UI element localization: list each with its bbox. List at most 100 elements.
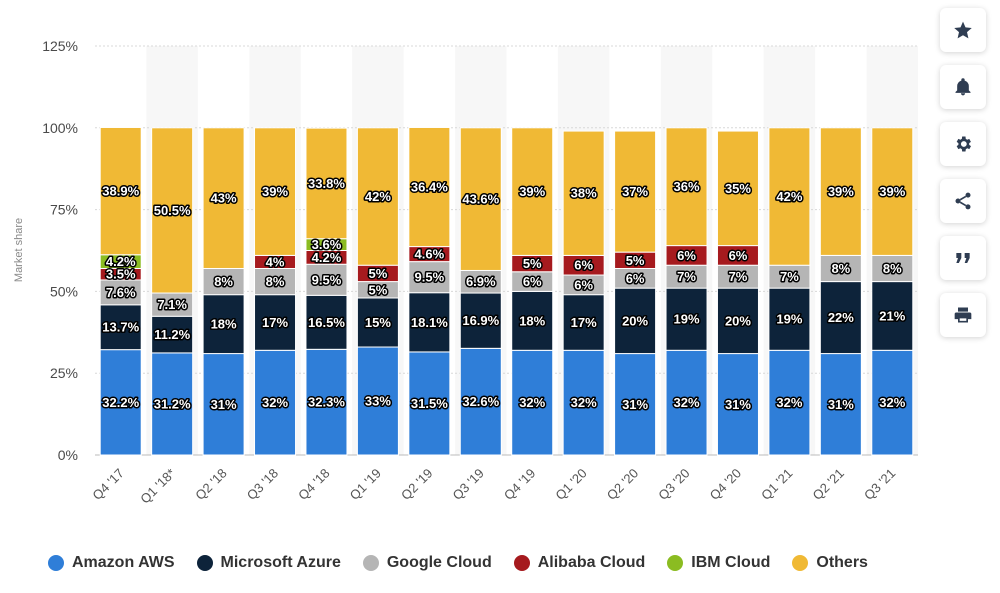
data-label: 33%	[365, 394, 391, 409]
bar-segment[interactable]	[99, 126, 142, 256]
bar-segment[interactable]	[202, 267, 245, 296]
bar-segment[interactable]	[408, 351, 451, 456]
data-label: 18.1%	[411, 315, 448, 330]
bar-segment[interactable]	[356, 346, 399, 456]
print-icon	[954, 307, 972, 323]
x-tick-label: Q2 '20	[604, 466, 641, 503]
bar-segment[interactable]	[614, 353, 657, 456]
y-tick-label: 0%	[58, 447, 78, 463]
bar-segment[interactable]	[151, 315, 194, 354]
legend-item[interactable]: Google Cloud	[362, 554, 492, 572]
bar-segment[interactable]	[768, 349, 811, 456]
data-label: 20%	[622, 313, 648, 328]
bar-segment[interactable]	[151, 352, 194, 456]
data-label: 32.6%	[462, 394, 499, 409]
data-label: 42%	[365, 189, 391, 204]
share-button[interactable]	[940, 179, 986, 223]
bar-segment[interactable]	[151, 127, 194, 294]
data-label: 39%	[519, 184, 545, 199]
x-tick-label: Q3 '19	[449, 466, 486, 503]
bar-segment[interactable]	[819, 127, 862, 256]
bar-segment[interactable]	[614, 287, 657, 355]
print-button[interactable]	[940, 293, 986, 337]
y-axis-title: Market share	[13, 218, 25, 282]
data-label: 6%	[574, 277, 593, 292]
legend-item[interactable]: IBM Cloud	[667, 554, 770, 572]
x-tick-label: Q2 '18	[192, 466, 229, 503]
bar-segment[interactable]	[768, 127, 811, 266]
bar-segment[interactable]	[356, 127, 399, 266]
bar-segment[interactable]	[408, 126, 451, 248]
bar-segment[interactable]	[305, 263, 348, 296]
data-label: 4.6%	[415, 247, 445, 262]
data-label: 22%	[828, 310, 854, 325]
bar-segment[interactable]	[716, 130, 759, 247]
bar-segment[interactable]	[356, 297, 399, 348]
bar-segment[interactable]	[665, 127, 708, 247]
legend-item[interactable]: Others	[792, 554, 868, 572]
data-label: 4.2%	[312, 250, 342, 265]
bar-segment[interactable]	[459, 292, 502, 349]
cite-button[interactable]	[940, 236, 986, 280]
settings-button[interactable]	[940, 122, 986, 166]
bar-segment[interactable]	[562, 294, 605, 351]
legend-label: Google Cloud	[386, 554, 492, 571]
data-label: 3.6%	[312, 237, 342, 252]
data-label: 32%	[262, 395, 288, 410]
data-label: 17%	[571, 315, 597, 330]
bar-segment[interactable]	[871, 281, 914, 351]
data-label: 33.8%	[308, 176, 345, 191]
bar-segment[interactable]	[614, 130, 657, 253]
data-label: 15%	[365, 315, 391, 330]
data-label: 6%	[523, 274, 542, 289]
data-label: 39%	[828, 184, 854, 199]
bar-segment[interactable]	[511, 127, 554, 256]
data-label: 16.9%	[462, 313, 499, 328]
data-label: 19%	[674, 312, 700, 327]
bar-segment[interactable]	[202, 127, 245, 269]
star-button[interactable]	[940, 8, 986, 52]
data-label: 7%	[729, 269, 748, 284]
bar-segment[interactable]	[562, 130, 605, 256]
gear-icon	[956, 136, 971, 152]
data-label: 6.9%	[466, 274, 496, 289]
data-label: 31%	[211, 397, 237, 412]
bar-segment[interactable]	[408, 292, 451, 353]
data-label: 31%	[725, 397, 751, 412]
bar-segment[interactable]	[511, 349, 554, 456]
bar-segment[interactable]	[305, 127, 348, 240]
x-tick-label: Q4 '18	[295, 466, 332, 503]
bar-segment[interactable]	[716, 287, 759, 355]
data-label: 32%	[519, 395, 545, 410]
bar-segment[interactable]	[99, 349, 142, 456]
data-label: 6%	[574, 258, 593, 273]
legend-item[interactable]: Microsoft Azure	[196, 554, 341, 572]
y-tick-label: 125%	[42, 38, 78, 54]
data-label: 17%	[262, 315, 288, 330]
data-label: 8%	[214, 274, 233, 289]
bar-segment[interactable]	[819, 281, 862, 355]
bar-segment[interactable]	[562, 349, 605, 456]
legend-item[interactable]: Amazon AWS	[48, 554, 175, 572]
bar-segment[interactable]	[511, 290, 554, 351]
x-tick-label: Q1 '18*	[137, 466, 178, 507]
bar-segment[interactable]	[768, 287, 811, 351]
data-label: 31%	[828, 397, 854, 412]
legend-marker	[667, 555, 684, 571]
legend-item[interactable]: Alibaba Cloud	[513, 554, 645, 572]
data-label: 19%	[776, 312, 802, 327]
bar-segment[interactable]	[305, 294, 348, 350]
bar-segment[interactable]	[459, 127, 502, 271]
bar-segment[interactable]	[254, 127, 297, 256]
data-label: 7.6%	[106, 285, 136, 300]
notification-button[interactable]	[940, 65, 986, 109]
data-label: 20%	[725, 313, 751, 328]
data-label: 36%	[674, 179, 700, 194]
bar-segment[interactable]	[716, 353, 759, 456]
bar-segment[interactable]	[305, 348, 348, 456]
legend-marker	[792, 555, 809, 571]
data-label: 50.5%	[154, 203, 191, 218]
bar-segment[interactable]	[871, 349, 914, 456]
bar-segment[interactable]	[665, 287, 708, 351]
bar-segment[interactable]	[871, 127, 914, 256]
